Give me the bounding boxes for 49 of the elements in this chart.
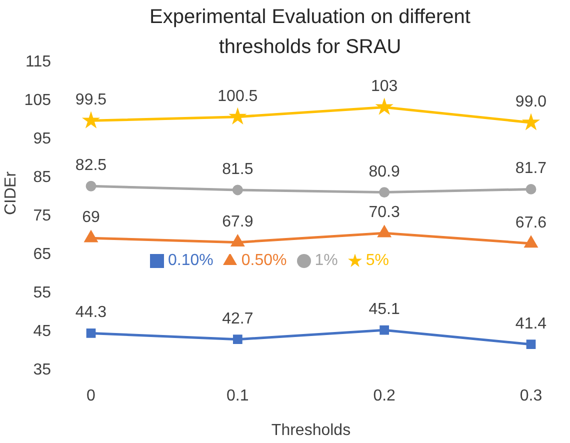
point (82, 112, 100, 128)
data-label: 100.5 (218, 88, 258, 105)
y-tick-label: 105 (24, 92, 52, 110)
x-tick-label: 0 (86, 387, 96, 404)
point (86, 180, 96, 192)
point (376, 98, 392, 114)
point (230, 108, 246, 124)
data-label: 67.9 (222, 213, 254, 230)
data-label: 44.3 (75, 304, 107, 322)
point (524, 236, 538, 248)
legend-label: 0.10% (168, 252, 214, 269)
y-tick-label: 75 (33, 208, 52, 225)
legend-label: 0.50% (241, 252, 287, 269)
point (86, 328, 96, 338)
data-label: 69 (82, 209, 100, 226)
point (232, 184, 243, 196)
y-axis-title: CIDEr (2, 170, 20, 215)
point (522, 114, 540, 130)
point (379, 187, 390, 198)
data-label: 80.9 (368, 163, 400, 180)
data-label: 67.6 (515, 214, 547, 232)
x-tick-label: 0.2 (373, 387, 396, 404)
y-tick-label: 45 (33, 323, 52, 340)
data-label: 45.1 (368, 301, 400, 318)
point (526, 340, 536, 350)
data-label: 99.5 (75, 92, 107, 109)
data-label: 81.5 (222, 160, 254, 178)
data-label: 103 (370, 78, 398, 96)
point (232, 334, 242, 344)
data-label: 41.4 (515, 315, 547, 332)
y-tick-label: 35 (33, 362, 52, 379)
point (526, 184, 536, 194)
y-tick-label: 85 (33, 169, 52, 186)
data-label: 81.7 (515, 160, 547, 178)
y-tick-label: 55 (33, 284, 52, 302)
data-label: 99.0 (515, 94, 547, 111)
legend-label: 1% (314, 252, 338, 269)
x-axis-title: Thresholds (271, 422, 351, 439)
y-tick-label: 95 (33, 130, 52, 148)
data-label: 42.7 (222, 310, 254, 328)
data-label: 82.5 (75, 157, 107, 174)
y-tick-label: 115 (25, 54, 52, 71)
x-tick-label: 0.3 (520, 387, 542, 404)
chart-title: Experimental Evaluation on different thresholds for SRAU (148, 5, 472, 60)
x-tick-label: 0.1 (226, 387, 249, 404)
y-tick-label: 65 (33, 246, 52, 264)
point (380, 325, 390, 335)
data-label: 70.3 (368, 204, 400, 222)
legend-label: 5% (366, 252, 389, 269)
